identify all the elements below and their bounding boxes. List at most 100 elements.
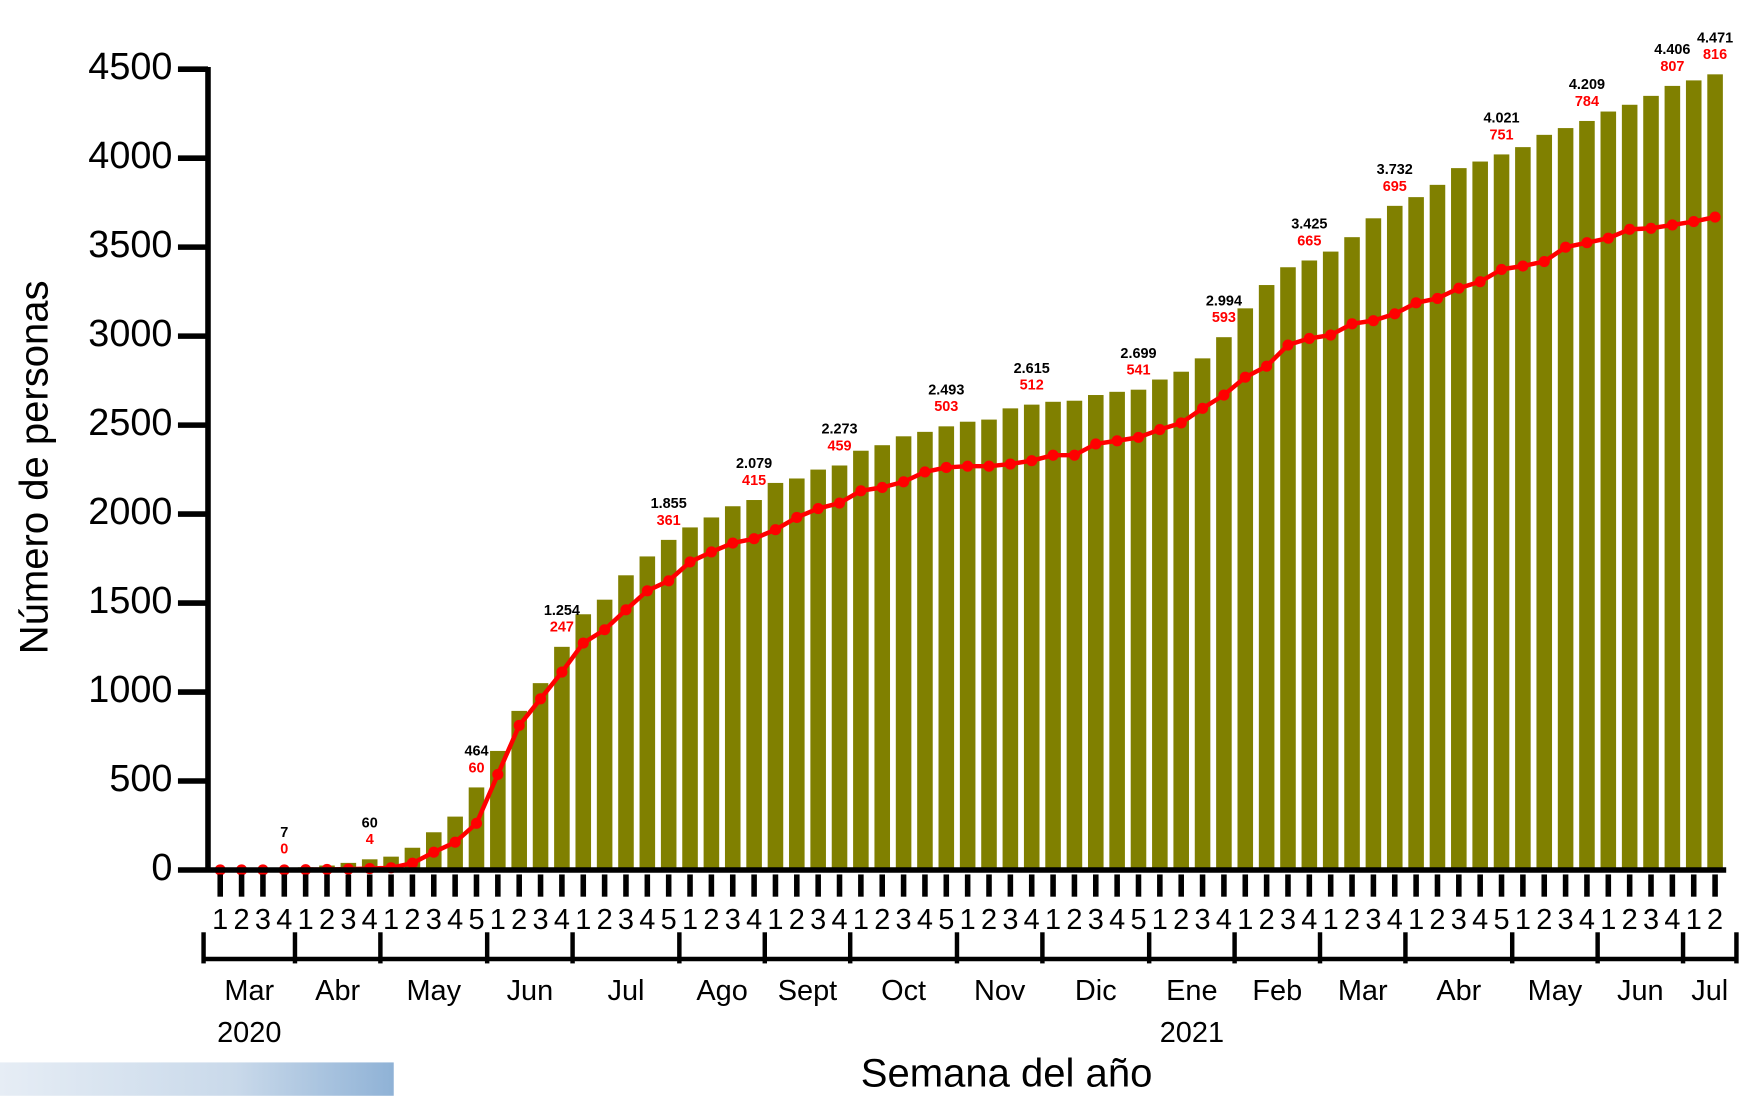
line-point (1645, 222, 1657, 234)
line-point (898, 476, 910, 488)
red-label: 503 (934, 399, 958, 415)
x-tick-label: 4 (1472, 904, 1488, 936)
line-point (983, 460, 995, 472)
y-tick-label: 1000 (88, 669, 172, 711)
x-tick-label: 2 (511, 904, 527, 936)
x-tick-label: 1 (298, 904, 314, 936)
bar (1194, 358, 1211, 870)
line-point (1047, 449, 1059, 461)
line-point (1026, 455, 1038, 467)
line-point (1325, 329, 1337, 341)
x-tick-label: 2 (597, 904, 613, 936)
line-point (727, 537, 739, 549)
line-point (577, 637, 589, 649)
red-label: 415 (742, 473, 766, 489)
line-point (1538, 255, 1550, 268)
bar (1216, 337, 1232, 870)
bar (1472, 161, 1488, 870)
red-label: 807 (1660, 59, 1684, 75)
red-label: 695 (1383, 179, 1407, 195)
x-tick-label: 2 (789, 904, 805, 936)
x-tick-label: 4 (362, 904, 378, 936)
bar (1365, 218, 1382, 870)
bar (596, 599, 613, 870)
line-point (1367, 315, 1379, 327)
bar (1045, 401, 1061, 870)
bar (874, 445, 891, 870)
y-tick-label: 4500 (88, 46, 172, 88)
bar (895, 436, 912, 870)
x-tick-label: 4 (554, 904, 570, 936)
bar-value-label: 4.021 (1483, 111, 1519, 127)
bar (682, 527, 698, 870)
bar-value-label: 1.254 (544, 603, 580, 619)
bar-value-label: 2.699 (1120, 346, 1156, 362)
bar-value-label: 4.209 (1569, 77, 1605, 93)
month-label: Nov (974, 975, 1026, 1007)
bar (1429, 184, 1446, 870)
bar (532, 683, 549, 870)
y-tick-label: 3000 (88, 313, 172, 355)
line-point (470, 817, 483, 829)
bar-value-label: 2.615 (1014, 361, 1050, 377)
y-tick-label: 2000 (88, 491, 172, 533)
year-label: 2020 (217, 1017, 281, 1049)
bar (959, 421, 976, 870)
x-tick-label: 1 (1237, 904, 1253, 936)
line-point (1495, 263, 1508, 275)
x-tick-label: 4 (1387, 904, 1403, 936)
bar (1579, 120, 1595, 870)
x-tick-label: 4 (746, 904, 762, 936)
bar (1600, 111, 1617, 870)
x-tick-label: 4 (1109, 904, 1125, 936)
line-point (406, 857, 418, 869)
x-tick-label: 2 (1536, 904, 1552, 936)
line-point (876, 481, 888, 493)
x-tick-label: 3 (896, 904, 912, 936)
line-point (1560, 241, 1572, 253)
line-point (1474, 276, 1486, 288)
x-tick-label: 5 (1493, 904, 1509, 936)
bar-value-label: 4.471 (1697, 31, 1733, 47)
bar (639, 556, 656, 870)
line-point (1602, 232, 1614, 244)
month-label: Oct (881, 975, 926, 1007)
x-tick-label: 3 (426, 904, 442, 936)
line-point (791, 511, 803, 524)
x-tick-label: 4 (1579, 904, 1595, 936)
y-tick-label: 4000 (88, 135, 172, 177)
x-tick-label: 3 (255, 904, 271, 936)
x-tick-label: 1 (1515, 904, 1531, 936)
x-tick-label: 3 (725, 904, 741, 936)
line-point (428, 846, 440, 858)
x-tick-label: 1 (1045, 904, 1061, 936)
x-tick-label: 3 (618, 904, 634, 936)
bar (810, 469, 826, 870)
line-point (492, 768, 504, 780)
bar (1087, 395, 1104, 870)
bar (1152, 379, 1168, 870)
x-tick-label: 3 (1195, 904, 1211, 936)
month-label: Feb (1252, 975, 1302, 1007)
month-label: May (1528, 975, 1583, 1007)
line-point (449, 836, 461, 848)
x-tick-label: 3 (810, 904, 826, 936)
bar (1023, 404, 1040, 870)
bar (1557, 128, 1574, 870)
line-point (663, 575, 675, 587)
line-point (1431, 292, 1444, 304)
month-label: Dic (1075, 975, 1117, 1007)
line-point (1175, 417, 1187, 429)
bar (1173, 371, 1189, 870)
month-label: Jun (507, 975, 554, 1007)
line-point (1090, 438, 1102, 450)
bar (554, 646, 570, 870)
x-tick-label: 2 (981, 904, 997, 936)
x-tick-label: 2 (1622, 904, 1638, 936)
line-point (1624, 223, 1636, 235)
x-tick-label: 1 (1600, 904, 1616, 936)
bar-value-label: 2.493 (928, 383, 964, 399)
line-point (513, 719, 525, 732)
x-tick-label: 4 (447, 904, 463, 936)
photo-strip (0, 1062, 394, 1096)
